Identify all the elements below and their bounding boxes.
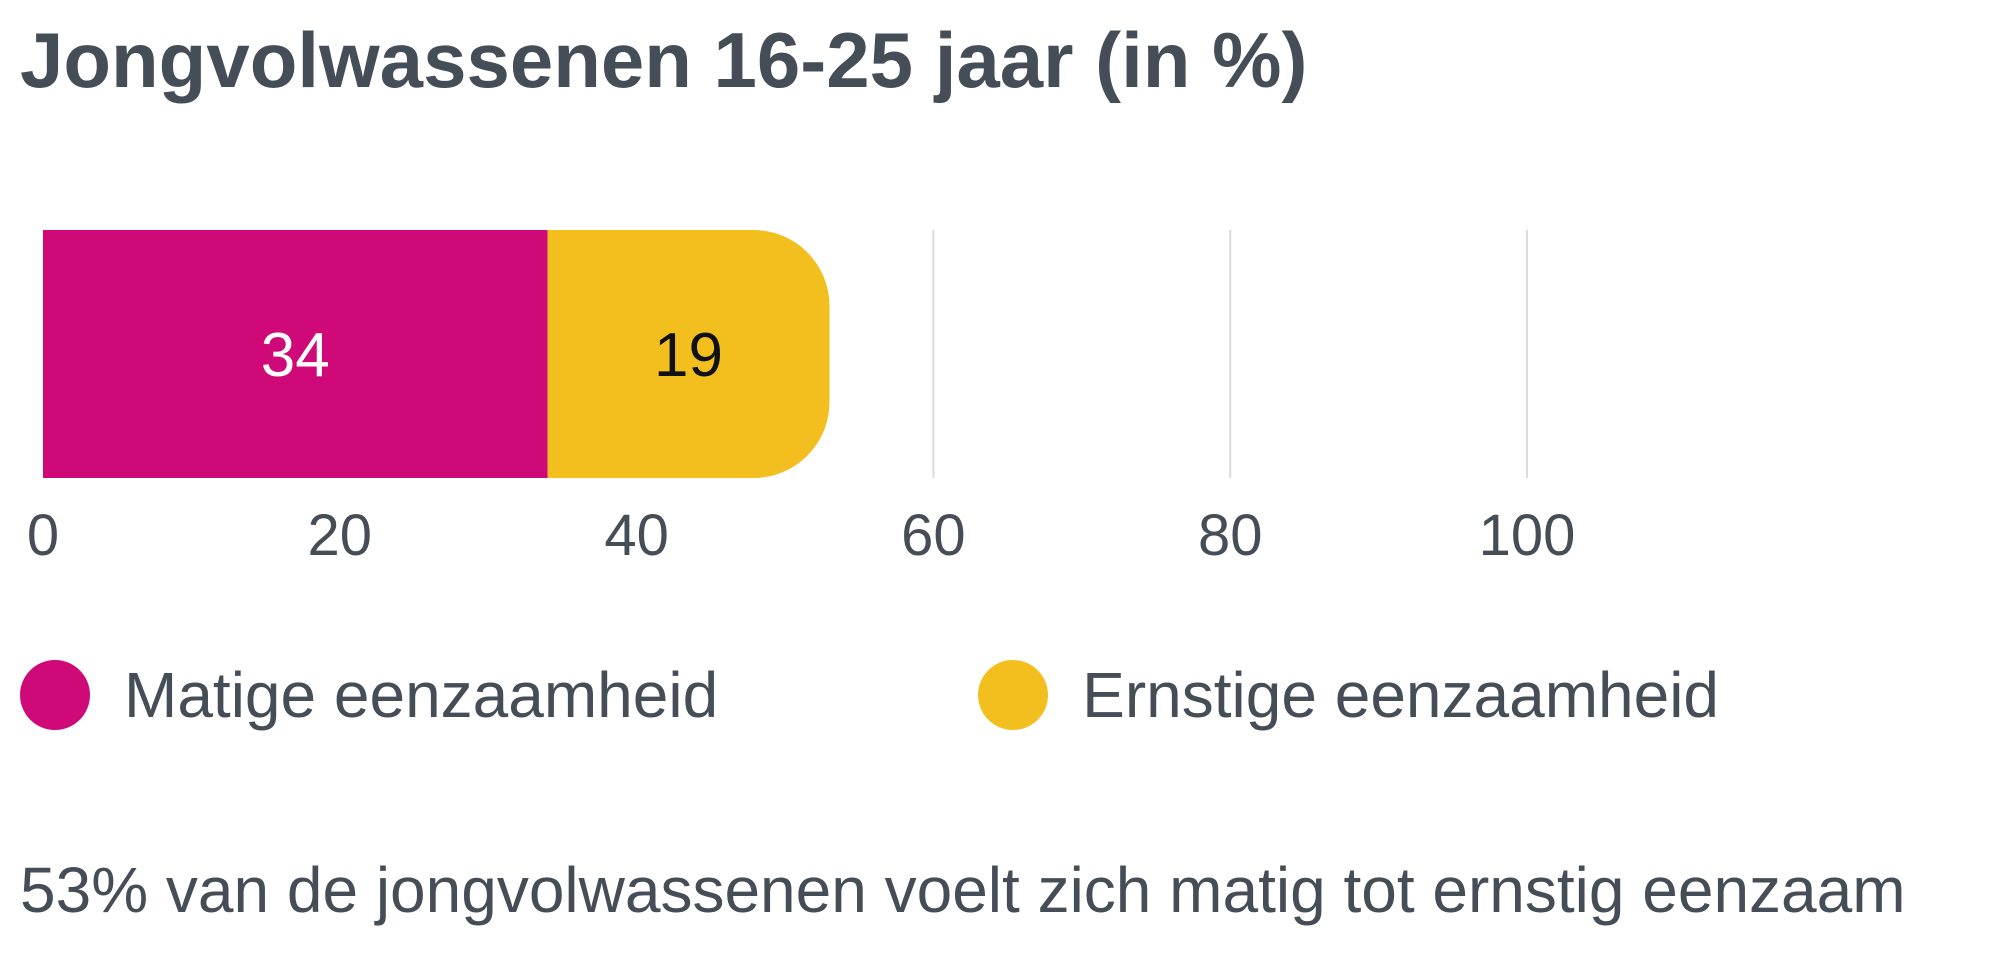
x-tick-label-80: 80	[1198, 503, 1263, 568]
legend-item-ernstige[interactable]: Ernstige eenzaamheid	[978, 660, 1719, 730]
legend: Matige eenzaamheid Ernstige eenzaamheid	[20, 660, 1719, 730]
x-tick-label-0: 0	[27, 503, 59, 568]
chart-title: Jongvolwassenen 16-25 jaar (in %)	[20, 16, 1308, 104]
data-label-ernstige: 19	[654, 321, 723, 390]
x-tick-label-60: 60	[901, 503, 966, 568]
stacked-bar-chart: 34 19 0 20 40 60 80 100	[27, 230, 1576, 568]
bars	[43, 230, 830, 478]
bar-segment-ernstige[interactable]	[547, 230, 830, 478]
x-axis: 0 20 40 60 80 100	[27, 503, 1576, 568]
legend-item-matige[interactable]: Matige eenzaamheid	[20, 660, 718, 730]
legend-label-ernstige: Ernstige eenzaamheid	[1082, 659, 1719, 731]
x-tick-label-100: 100	[1479, 503, 1576, 568]
legend-swatch-ernstige	[978, 660, 1049, 730]
bar-segment-matige[interactable]	[43, 230, 548, 478]
legend-swatch-matige	[20, 660, 90, 730]
data-label-matige: 34	[261, 321, 330, 390]
chart-footnote: 53% van de jongvolwassenen voelt zich ma…	[20, 854, 1906, 926]
data-labels: 34 19	[261, 321, 723, 390]
x-tick-label-40: 40	[604, 503, 669, 568]
x-tick-label-20: 20	[308, 503, 373, 568]
legend-label-matige: Matige eenzaamheid	[124, 659, 719, 731]
